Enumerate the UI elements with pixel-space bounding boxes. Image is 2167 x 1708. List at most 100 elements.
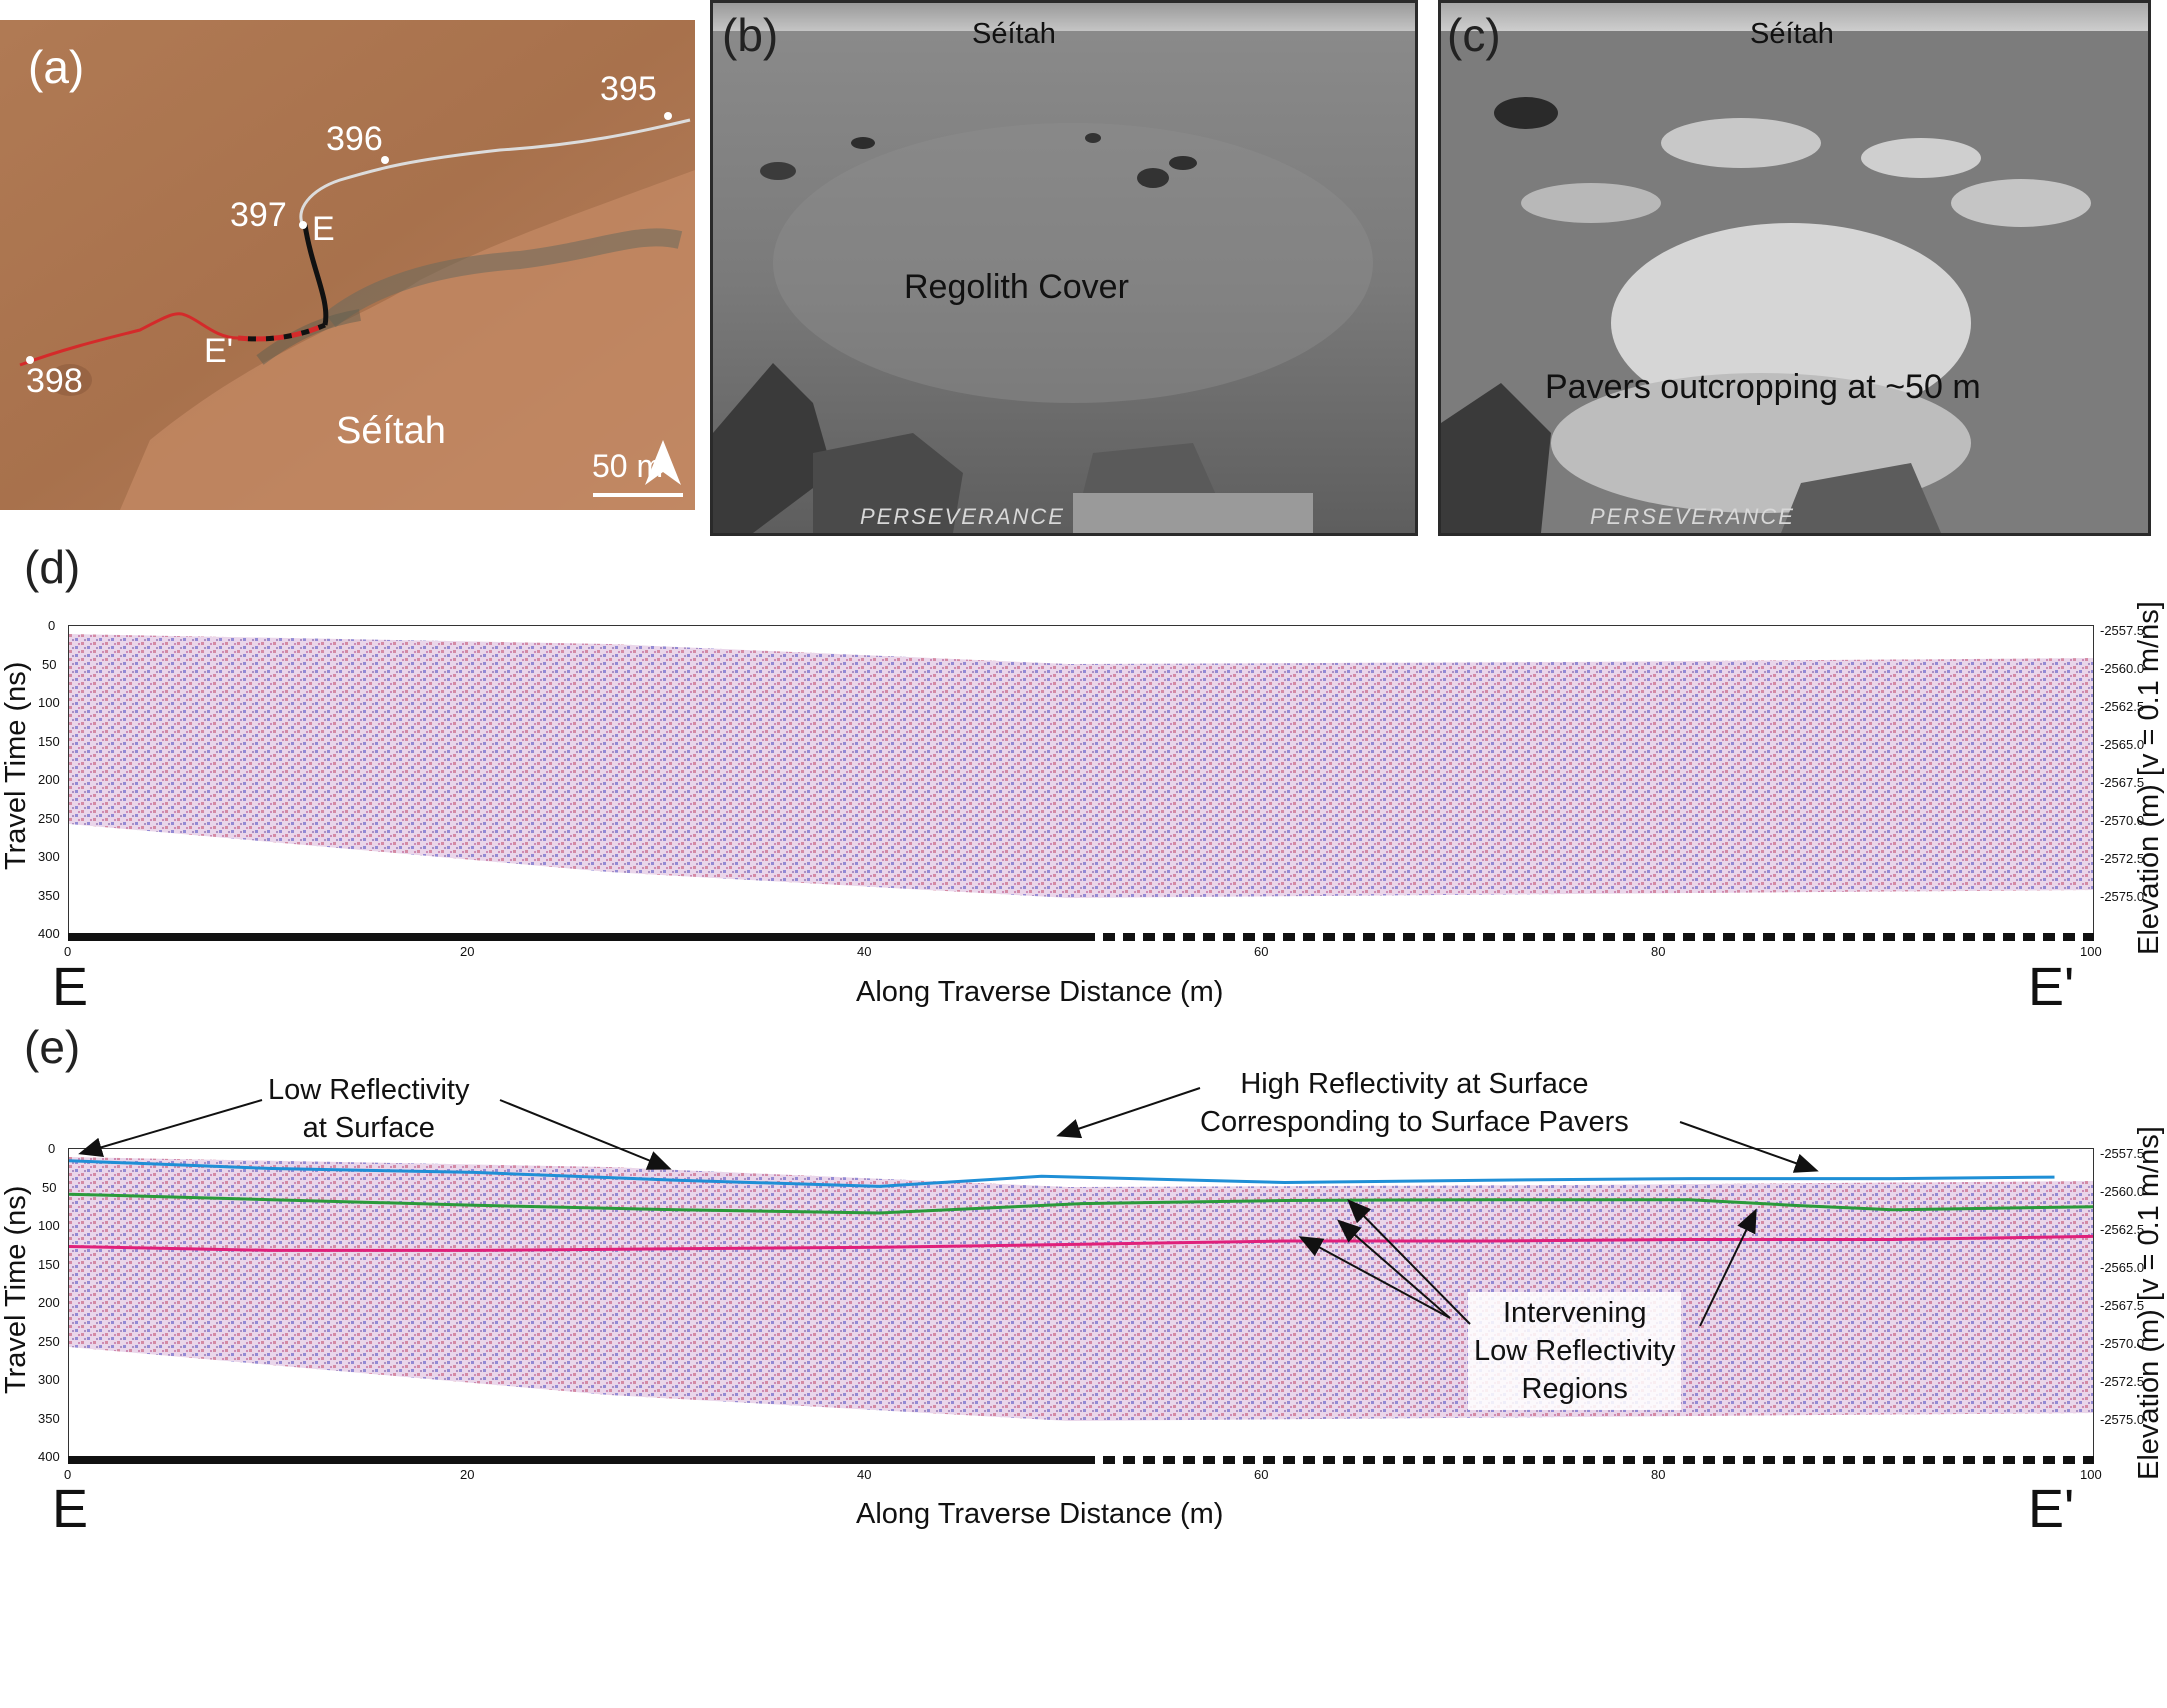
annot-intervening: Intervening Low Reflectivity Regions — [1468, 1292, 1682, 1410]
marker-e-prime: E' — [204, 332, 234, 370]
d-xtick: 40 — [857, 944, 872, 959]
radargram-d-footer-bar — [68, 933, 1083, 941]
e-xtick: 0 — [64, 1467, 72, 1482]
e-y2tick: -2575.0 — [2100, 1412, 2145, 1427]
e-xtick: 20 — [460, 1467, 475, 1482]
e-ytick: 250 — [38, 1334, 60, 1349]
radargram-d — [68, 625, 2094, 937]
e-xtick: 100 — [2080, 1467, 2102, 1482]
d-y2tick: -2562.5 — [2100, 699, 2145, 714]
e-end-e-prime: E' — [2028, 1479, 2075, 1539]
annot-high-reflectivity: High Reflectivity at Surface Correspondi… — [1200, 1065, 1629, 1141]
d-ytick: 200 — [38, 772, 60, 787]
marker-e: E — [312, 210, 335, 248]
d-xtick: 0 — [64, 944, 72, 959]
e-ytick: 50 — [42, 1180, 57, 1195]
e-ytick: 400 — [38, 1449, 60, 1464]
d-ytick: 100 — [38, 695, 60, 710]
e-y2tick: -2557.5 — [2100, 1146, 2145, 1161]
e-ytick: 350 — [38, 1411, 60, 1426]
e-ytick: 100 — [38, 1218, 60, 1233]
e-xtick: 60 — [1254, 1467, 1269, 1482]
panel-a-label: (a) — [28, 41, 85, 93]
e-y2tick: -2565.0 — [2100, 1260, 2145, 1275]
e-y2tick: -2562.5 — [2100, 1222, 2145, 1237]
annot-low-line2: at Surface — [302, 1112, 435, 1144]
e-y2tick: -2567.5 — [2100, 1298, 2145, 1313]
d-ytick: 0 — [48, 618, 56, 633]
radargram-d-footer-dashes — [1083, 933, 2094, 941]
annot-low-reflectivity: Low Reflectivity at Surface — [268, 1071, 469, 1147]
north-arrow-icon — [645, 440, 681, 485]
d-start-e: E — [52, 957, 89, 1017]
d-y2tick: -2570.0 — [2100, 813, 2145, 828]
e-ylabel: Travel Time (ns) — [0, 1185, 32, 1394]
orbital-map — [0, 20, 695, 510]
e-ytick: 300 — [38, 1372, 60, 1387]
annot-low-line1: Low Reflectivity — [268, 1074, 470, 1106]
panel-b-region: Séítah — [972, 18, 1056, 50]
panel-c-region: Séítah — [1750, 18, 1834, 50]
waypoint-395: 395 — [600, 70, 657, 108]
panel-b-label: (b) — [722, 9, 779, 61]
annot-int-line1: Intervening — [1502, 1297, 1647, 1329]
annot-high-line1: High Reflectivity at Surface — [1240, 1068, 1589, 1100]
e-xlabel: Along Traverse Distance (m) — [856, 1498, 1224, 1530]
annot-high-line2: Corresponding to Surface Pavers — [1200, 1106, 1629, 1138]
scale-label: 50 m — [592, 448, 664, 484]
e-start-e: E — [52, 1479, 89, 1539]
e-y2label: Elevation (m) [v = 0.1 m/ns] — [2133, 1126, 2165, 1480]
rover-photo-c — [1438, 0, 2151, 536]
e-y2tick: -2572.5 — [2100, 1374, 2145, 1389]
rover-photo-b — [710, 0, 1418, 536]
track-next — [19, 312, 239, 367]
panel-e-label: (e) — [24, 1021, 81, 1073]
panel-b-caption: Regolith Cover — [904, 268, 1129, 306]
annot-int-line2: Low Reflectivity — [1474, 1335, 1676, 1367]
d-y2tick: -2565.0 — [2100, 737, 2145, 752]
horizon-blue — [69, 1159, 2055, 1188]
scale-bar — [593, 493, 683, 497]
d-y2tick: -2560.0 — [2100, 661, 2145, 676]
e-y2tick: -2560.0 — [2100, 1184, 2145, 1199]
e-y2tick: -2570.0 — [2100, 1336, 2145, 1351]
waypoint-396: 396 — [326, 120, 383, 158]
d-xtick: 80 — [1651, 944, 1666, 959]
panel-c-rover-text: PERSEVERANCE — [1590, 504, 1795, 529]
d-xtick: 60 — [1254, 944, 1269, 959]
d-ytick: 150 — [38, 734, 60, 749]
panel-b-rover-text: PERSEVERANCE — [860, 504, 1065, 529]
d-xtick: 100 — [2080, 944, 2102, 959]
d-y2tick: -2557.5 — [2100, 623, 2145, 638]
d-y2tick: -2567.5 — [2100, 775, 2145, 790]
waypoint-398: 398 — [26, 362, 83, 400]
d-ytick: 400 — [38, 926, 60, 941]
horizon-pink — [69, 1234, 2093, 1252]
d-ytick: 50 — [42, 657, 57, 672]
region-label: Séítah — [336, 410, 446, 452]
d-y2label: Elevation (m) [v = 0.1 m/ns] — [2133, 601, 2165, 955]
panel-c-caption: Pavers outcropping at ~50 m — [1545, 368, 1981, 406]
d-ytick: 300 — [38, 849, 60, 864]
d-ytick: 250 — [38, 811, 60, 826]
d-ylabel: Travel Time (ns) — [0, 661, 32, 870]
e-xtick: 80 — [1651, 1467, 1666, 1482]
e-ytick: 200 — [38, 1295, 60, 1310]
d-xtick: 20 — [460, 944, 475, 959]
panel-d-label: (d) — [24, 541, 81, 593]
orbital-map-svg — [0, 20, 695, 510]
profile-line — [302, 224, 329, 326]
radargram-e-footer-bar — [68, 1456, 1083, 1464]
panel-c-label: (c) — [1447, 9, 1501, 61]
horizon-green — [69, 1192, 2093, 1215]
d-y2tick: -2572.5 — [2100, 851, 2145, 866]
d-ytick: 350 — [38, 888, 60, 903]
radargram-e-footer-dashes — [1083, 1456, 2094, 1464]
d-end-e-prime: E' — [2028, 957, 2075, 1017]
e-ytick: 150 — [38, 1257, 60, 1272]
waypoint-397: 397 — [230, 196, 287, 234]
radargram-e — [68, 1148, 2094, 1460]
annot-int-line3: Regions — [1521, 1373, 1628, 1405]
d-xlabel: Along Traverse Distance (m) — [856, 976, 1224, 1008]
e-ytick: 0 — [48, 1141, 56, 1156]
